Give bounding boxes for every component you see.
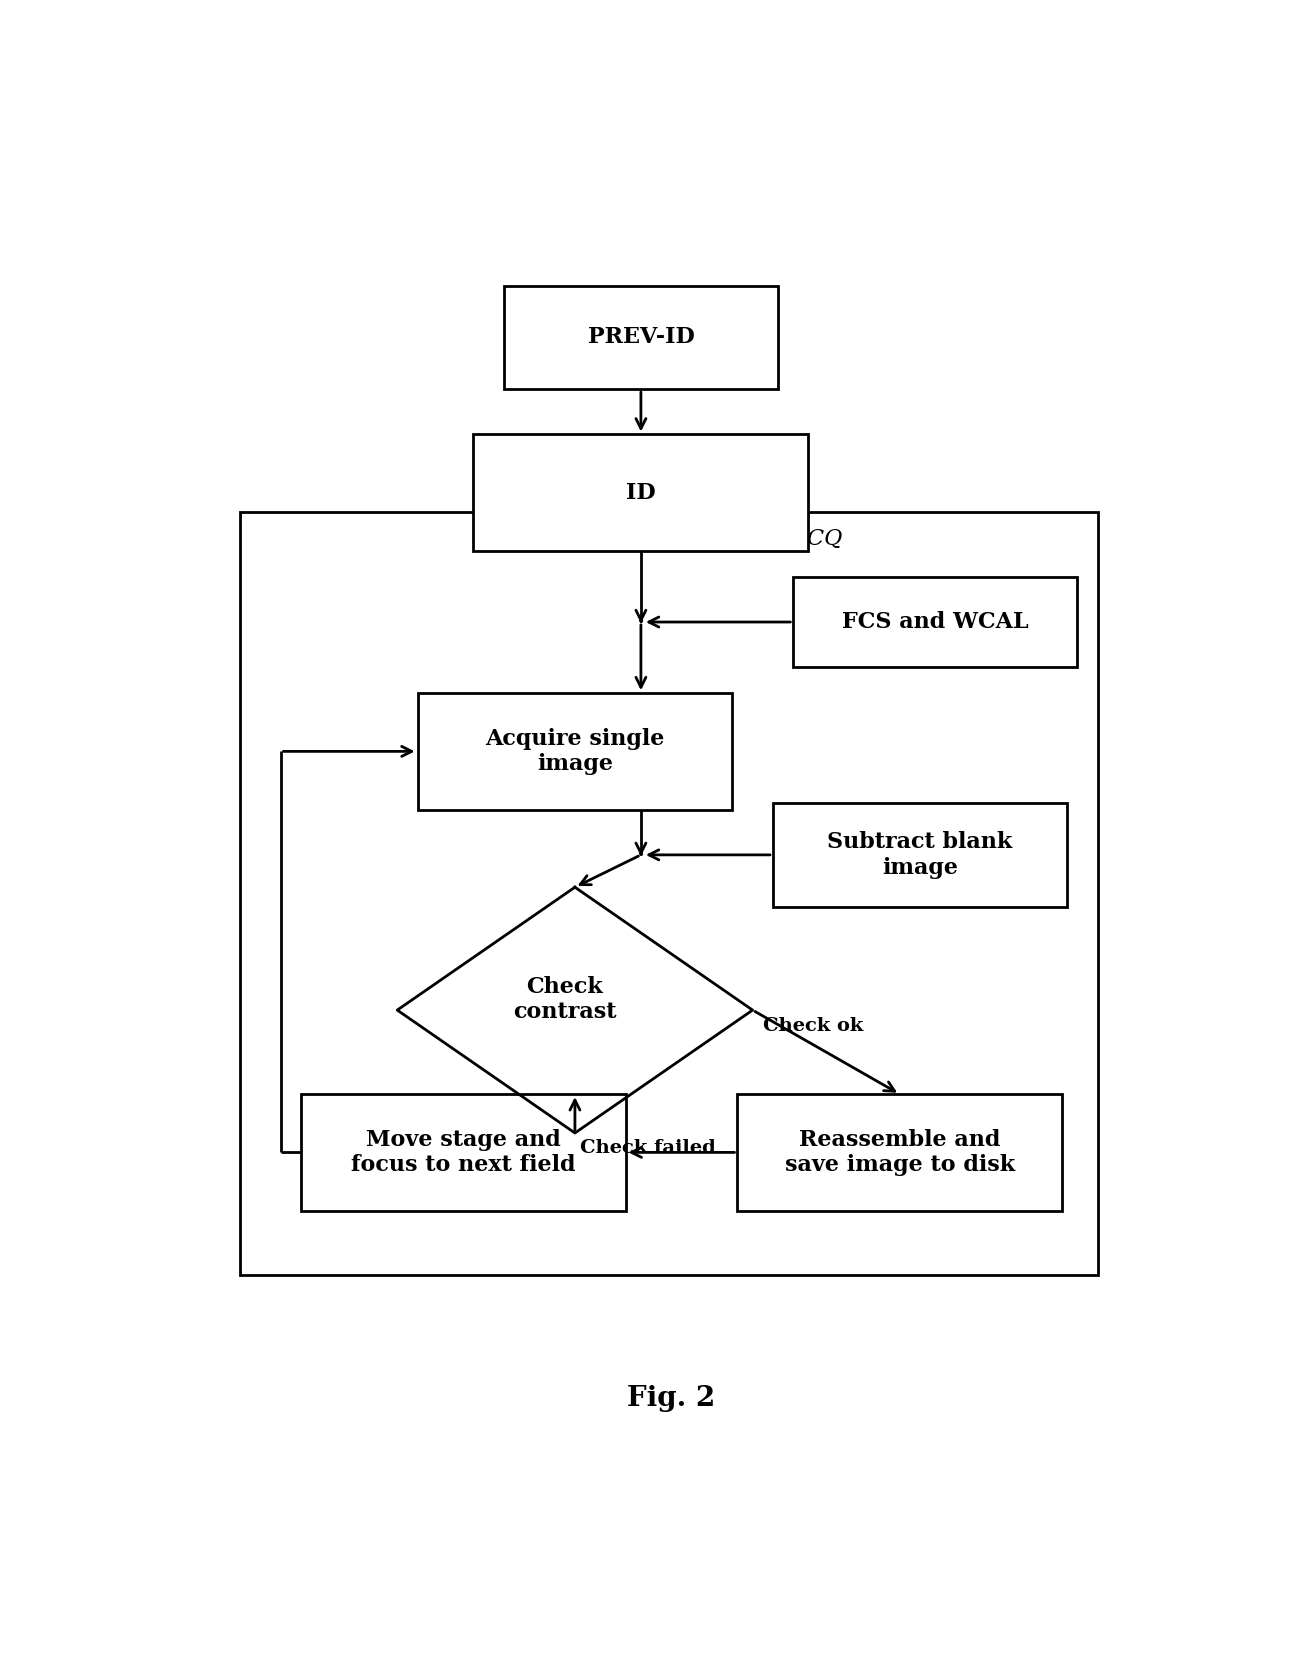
- FancyBboxPatch shape: [301, 1094, 626, 1211]
- FancyBboxPatch shape: [504, 286, 778, 390]
- Text: Move stage and
focus to next field: Move stage and focus to next field: [351, 1129, 575, 1176]
- Text: Acquire single
image: Acquire single image: [485, 727, 664, 774]
- FancyBboxPatch shape: [738, 1094, 1062, 1211]
- FancyBboxPatch shape: [473, 435, 808, 551]
- Text: PREV-ID: PREV-ID: [588, 326, 694, 348]
- FancyBboxPatch shape: [794, 576, 1077, 667]
- Text: IM-ACQ: IM-ACQ: [752, 528, 842, 549]
- Text: Subtract blank
image: Subtract blank image: [828, 832, 1013, 879]
- Polygon shape: [397, 887, 752, 1132]
- Text: FCS and WCAL: FCS and WCAL: [842, 612, 1028, 633]
- Text: ID: ID: [626, 482, 656, 504]
- Text: Check
contrast: Check contrast: [514, 976, 617, 1023]
- FancyBboxPatch shape: [240, 512, 1098, 1275]
- Text: Check ok: Check ok: [762, 1016, 863, 1035]
- Text: Reassemble and
save image to disk: Reassemble and save image to disk: [785, 1129, 1015, 1176]
- FancyBboxPatch shape: [773, 803, 1068, 907]
- FancyBboxPatch shape: [418, 694, 732, 810]
- Text: Check failed: Check failed: [580, 1139, 715, 1158]
- Text: Fig. 2: Fig. 2: [627, 1384, 715, 1411]
